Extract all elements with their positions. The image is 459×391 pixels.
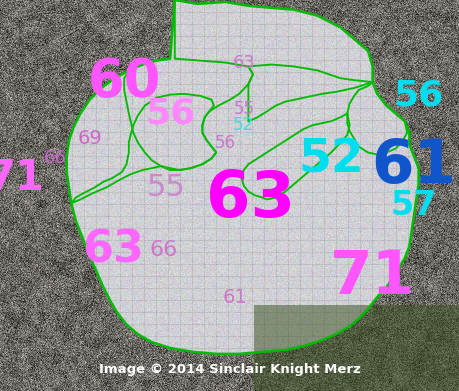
Text: 52: 52 — [233, 116, 254, 134]
Text: 61: 61 — [222, 288, 246, 307]
Text: 55: 55 — [233, 100, 254, 118]
Text: 55: 55 — [146, 173, 185, 202]
Text: 66: 66 — [44, 149, 67, 167]
Text: 69: 69 — [77, 129, 102, 148]
Text: 61: 61 — [371, 137, 455, 196]
Text: 57: 57 — [390, 189, 437, 222]
Text: 63: 63 — [232, 54, 255, 72]
Text: 60: 60 — [87, 56, 161, 108]
Text: 63: 63 — [206, 169, 295, 230]
Text: 71: 71 — [0, 157, 44, 199]
Text: 56: 56 — [145, 97, 195, 130]
Text: Image © 2014 Sinclair Knight Merz: Image © 2014 Sinclair Knight Merz — [99, 363, 360, 376]
Text: 52: 52 — [298, 138, 363, 183]
Text: 63: 63 — [82, 229, 143, 272]
Text: 71: 71 — [329, 248, 414, 307]
Text: 56: 56 — [392, 79, 443, 113]
Text: 56: 56 — [214, 134, 235, 152]
Text: 66: 66 — [149, 240, 177, 260]
